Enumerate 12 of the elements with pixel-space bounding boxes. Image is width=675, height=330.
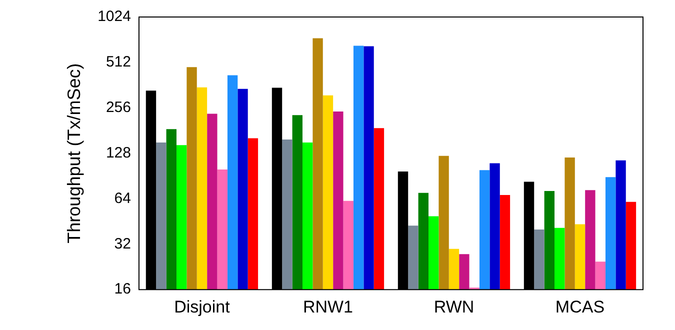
y-tick-label: 512: [106, 54, 131, 71]
x-tick-label: RWN: [434, 297, 474, 316]
y-tick-label: 1024: [98, 8, 131, 26]
x-tick-label: RNW1: [302, 297, 354, 316]
y-tick-label: 128: [106, 144, 131, 162]
y-tick-label: 64: [114, 190, 131, 207]
y-tick-label: 256: [106, 99, 131, 116]
y-axis-title: Throughput (Tx/mSec): [64, 63, 84, 244]
y-tick-label: 32: [114, 235, 131, 252]
x-tick-label: Disjoint: [174, 297, 230, 316]
y-tick-label: 16: [114, 280, 131, 298]
x-tick-label: MCAS: [555, 297, 605, 316]
